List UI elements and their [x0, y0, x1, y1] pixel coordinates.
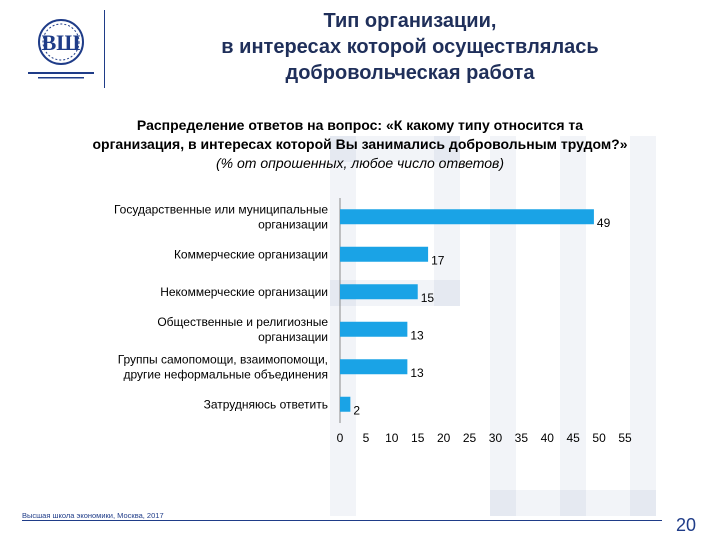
footer-divider [22, 520, 662, 521]
bar [340, 209, 594, 225]
x-tick-label: 45 [567, 431, 581, 445]
x-tick-label: 0 [337, 431, 344, 445]
question-line: организация, в интересах которой Вы зани… [92, 136, 628, 152]
svg-text:ВШ: ВШ [42, 30, 81, 55]
slide-title-line: в интересах которой осуществлялась [221, 36, 599, 58]
category-label: Коммерческие организации [174, 247, 328, 261]
hse-logo-icon: ВШ [28, 19, 94, 79]
slide-title-line: Тип организации, [323, 10, 497, 32]
category-label: Группы самопомощи, взаимопомощи, [118, 352, 328, 366]
category-label: Затрудняюсь ответить [204, 397, 328, 411]
data-label: 2 [353, 403, 360, 417]
question-note: (% от опрошенных, любое число ответов) [216, 155, 504, 171]
bar [340, 246, 429, 262]
slide-title-line: добровольческая работа [285, 62, 535, 84]
category-label: организации [258, 330, 328, 344]
bar [340, 359, 408, 375]
footer-text: Высшая школа экономики, Москва, 2017 [22, 511, 164, 520]
data-label: 17 [431, 253, 445, 267]
x-tick-label: 35 [515, 431, 529, 445]
question-line: Распределение ответов на вопрос: «К како… [136, 117, 584, 133]
slide-title: Тип организации, в интересах которой осу… [150, 8, 670, 86]
bar [340, 284, 418, 300]
x-tick-label: 20 [437, 431, 451, 445]
bar [340, 396, 351, 412]
category-label: организации [258, 217, 328, 231]
data-label: 13 [410, 366, 424, 380]
x-tick-label: 30 [489, 431, 503, 445]
x-tick-label: 40 [541, 431, 555, 445]
logo-separator [104, 10, 105, 88]
category-label: Некоммерческие организации [160, 285, 328, 299]
x-tick-label: 10 [385, 431, 399, 445]
slide-header: ВШ Тип организации, в интересах которой … [0, 0, 720, 96]
x-tick-label: 5 [363, 431, 370, 445]
category-label: Государственные или муниципальные [114, 202, 328, 216]
page-number: 20 [675, 515, 696, 535]
x-tick-label: 50 [592, 431, 606, 445]
x-tick-label: 15 [411, 431, 425, 445]
category-label: другие неформальные объединения [124, 367, 328, 381]
data-label: 13 [410, 328, 424, 342]
bar [340, 321, 408, 337]
chart-subtitle: Распределение ответов на вопрос: «К како… [40, 116, 680, 173]
x-tick-label: 55 [618, 431, 632, 445]
category-label: Общественные и религиозные [157, 315, 328, 329]
data-label: 15 [421, 291, 435, 305]
data-label: 49 [597, 216, 611, 230]
x-tick-label: 25 [463, 431, 477, 445]
